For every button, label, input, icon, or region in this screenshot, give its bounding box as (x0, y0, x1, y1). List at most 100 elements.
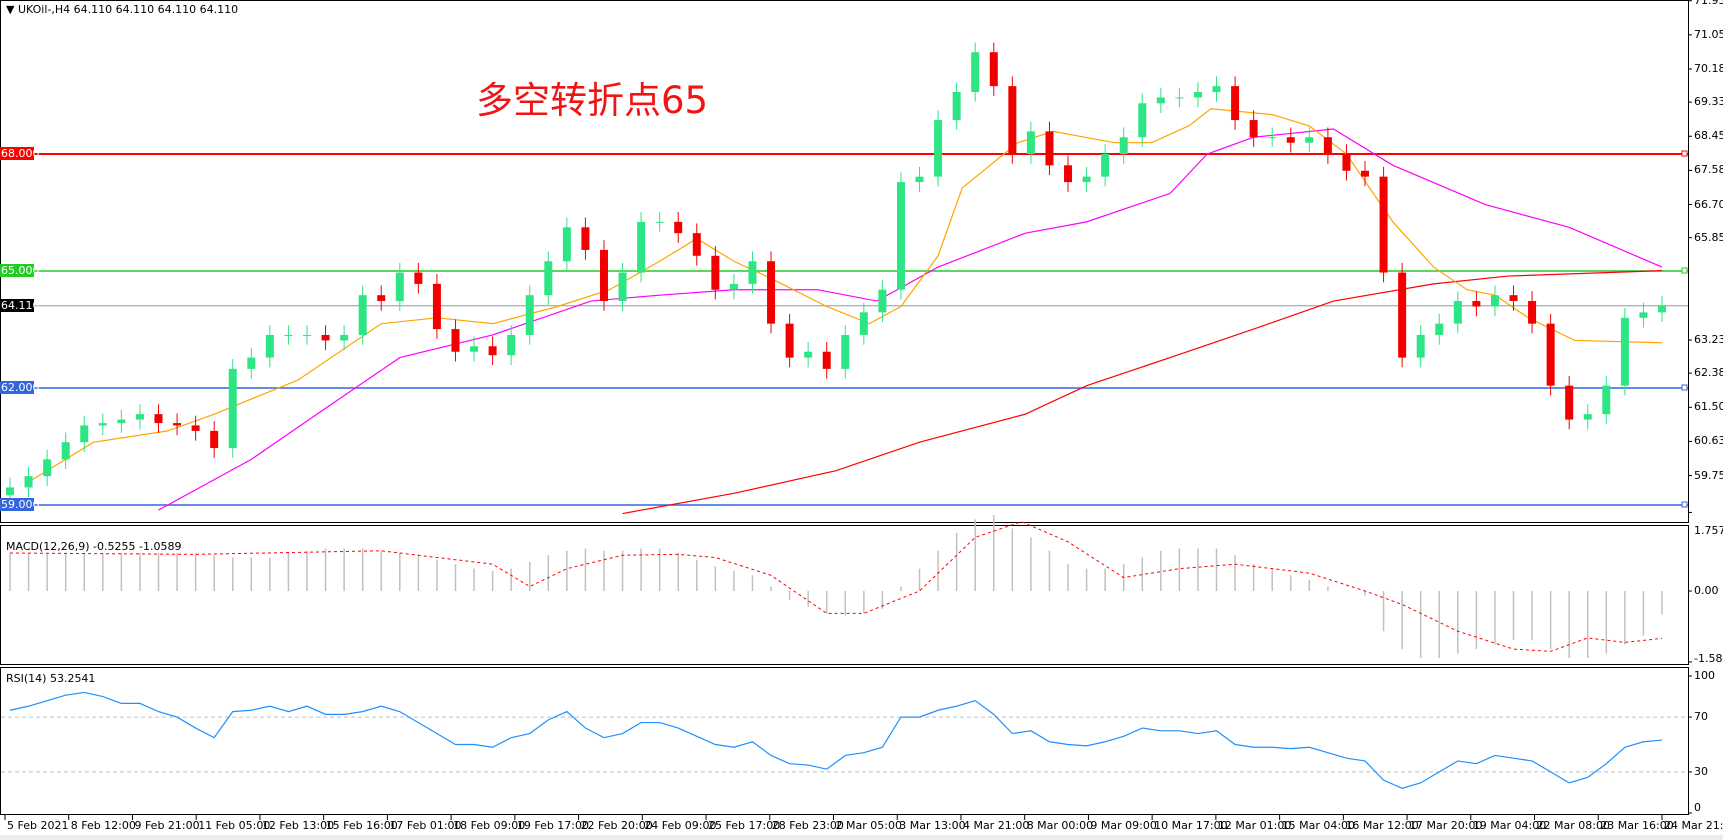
level-anchor-icon (1681, 501, 1688, 508)
price-tick-label: 71.930 (1694, 0, 1723, 7)
macd-tick-label: 1.7579 (1694, 524, 1723, 537)
candle-body (470, 346, 479, 352)
candle-body (432, 283, 441, 330)
time-axis-label: 12 Mar 01:00 (1217, 819, 1292, 832)
candle-body (544, 261, 553, 296)
candle-body (302, 334, 311, 336)
time-axis-label: 23 Mar 16:00 (1600, 819, 1674, 832)
candle-body (395, 272, 404, 302)
symbol-label: UKOil-,H4 (17, 3, 71, 16)
candle-body (1546, 323, 1555, 386)
candle-body (841, 334, 850, 369)
time-axis-label: 3 Mar 13:00 (899, 819, 966, 832)
time-axis-label: 11 Feb 05:00 (198, 819, 271, 832)
level-price-tag: 68.000 (0, 147, 40, 160)
candle-body (915, 176, 924, 183)
candle-body (414, 272, 423, 284)
level-anchor-icon (1681, 384, 1688, 391)
time-axis-label: 4 Mar 21:00 (962, 819, 1030, 832)
candle-body (1175, 97, 1184, 99)
time-axis-label: 18 Feb 09:00 (453, 819, 526, 832)
candle-body (210, 430, 219, 449)
price-tick-label: 61.505 (1694, 400, 1723, 414)
candle-body (581, 227, 590, 250)
time-axis-label: 25 Feb 17:00 (708, 819, 781, 832)
main-pane-frame (0, 0, 1689, 523)
candle-body (191, 425, 200, 431)
time-axis-label: 2 Mar 05:00 (835, 819, 902, 832)
time-axis-label: 10 Mar 17:00 (1154, 819, 1228, 832)
candle-body (1008, 86, 1017, 154)
candle-body (599, 249, 608, 302)
candle-body (321, 334, 330, 341)
candle-body (265, 334, 274, 358)
symbol-header: ▼ UKOil-,H4 64.110 64.110 64.110 64.110 (6, 3, 238, 16)
ohlc-values: 64.110 64.110 64.110 64.110 (73, 3, 239, 16)
moving-average-slow (622, 270, 1663, 515)
candle-body (117, 419, 126, 424)
candle-body (135, 414, 144, 420)
candle-body (785, 323, 794, 358)
price-tick-label: 69.330 (1694, 95, 1723, 109)
candle-body (98, 423, 107, 426)
level-price-tag: 65.000 (0, 264, 40, 277)
candle-body (729, 283, 738, 290)
candle-body (618, 272, 627, 302)
candle-body (1602, 385, 1611, 415)
price-tick-label: 70.180 (1694, 61, 1723, 75)
candle-body (1416, 334, 1425, 358)
candle-body (1268, 137, 1277, 139)
candle-body (340, 334, 349, 341)
candle-body (1231, 86, 1240, 121)
candle-body (692, 233, 701, 256)
candle-body (451, 329, 460, 352)
rsi-pane-frame (0, 667, 1689, 815)
candle-body (358, 295, 367, 335)
candle-body (80, 425, 89, 443)
rsi-tick-label: 0 (1694, 801, 1701, 814)
time-axis-label: 15 Mar 04:00 (1281, 819, 1356, 832)
time-axis-label: 8 Mar 00:00 (1026, 819, 1094, 832)
macd-tick-label: 0.00 (1694, 584, 1719, 597)
candle-body (748, 261, 757, 284)
time-axis-label: 24 Feb 09:00 (644, 819, 717, 832)
price-tick-label: 59.755 (1694, 468, 1723, 482)
candle-body (1620, 317, 1629, 386)
candle-body (1528, 301, 1537, 324)
level-anchor-icon (1681, 267, 1688, 274)
current-price-tag: 64.110 (0, 298, 40, 312)
candle-body (674, 221, 683, 234)
price-tick-label: 71.055 (1694, 27, 1723, 41)
candle-body (1472, 301, 1481, 307)
candle-body (377, 295, 386, 302)
level-price-tag: 59.000 (0, 498, 40, 511)
time-axis-label: 17 Mar 20:00 (1409, 819, 1483, 832)
time-axis-label: 22 Feb 20:00 (580, 819, 653, 832)
candle-body (971, 52, 980, 92)
candle-body (1658, 305, 1666, 313)
time-axis-label: 22 Mar 08:00 (1536, 819, 1610, 832)
time-axis-label: 8 Feb 12:00 (70, 819, 136, 832)
candle-body (1565, 385, 1574, 420)
candle-body (1249, 120, 1258, 138)
candle-body (1138, 103, 1147, 138)
price-tick-label: 63.230 (1694, 333, 1723, 347)
macd-pane-frame (0, 525, 1689, 665)
time-axis-label: 12 Feb 13:00 (261, 819, 335, 832)
candle-body (878, 289, 887, 313)
candle-body (6, 487, 14, 496)
macd-tick-label: -1.5867 (1694, 652, 1723, 665)
candle-body (934, 120, 943, 177)
candle-body (228, 368, 237, 449)
candle-body (154, 414, 163, 424)
candle-body (1435, 323, 1444, 335)
candle-body (1379, 176, 1388, 273)
time-axis-label: 28 Feb 23:00 (771, 819, 844, 832)
candle-body (1045, 131, 1054, 166)
rsi-line (9, 691, 1663, 789)
time-axis-label: 5 Feb 2021 (7, 819, 69, 832)
collapse-triangle-icon[interactable]: ▼ (6, 3, 15, 16)
candle-body (859, 312, 868, 335)
candle-body (1101, 154, 1110, 177)
